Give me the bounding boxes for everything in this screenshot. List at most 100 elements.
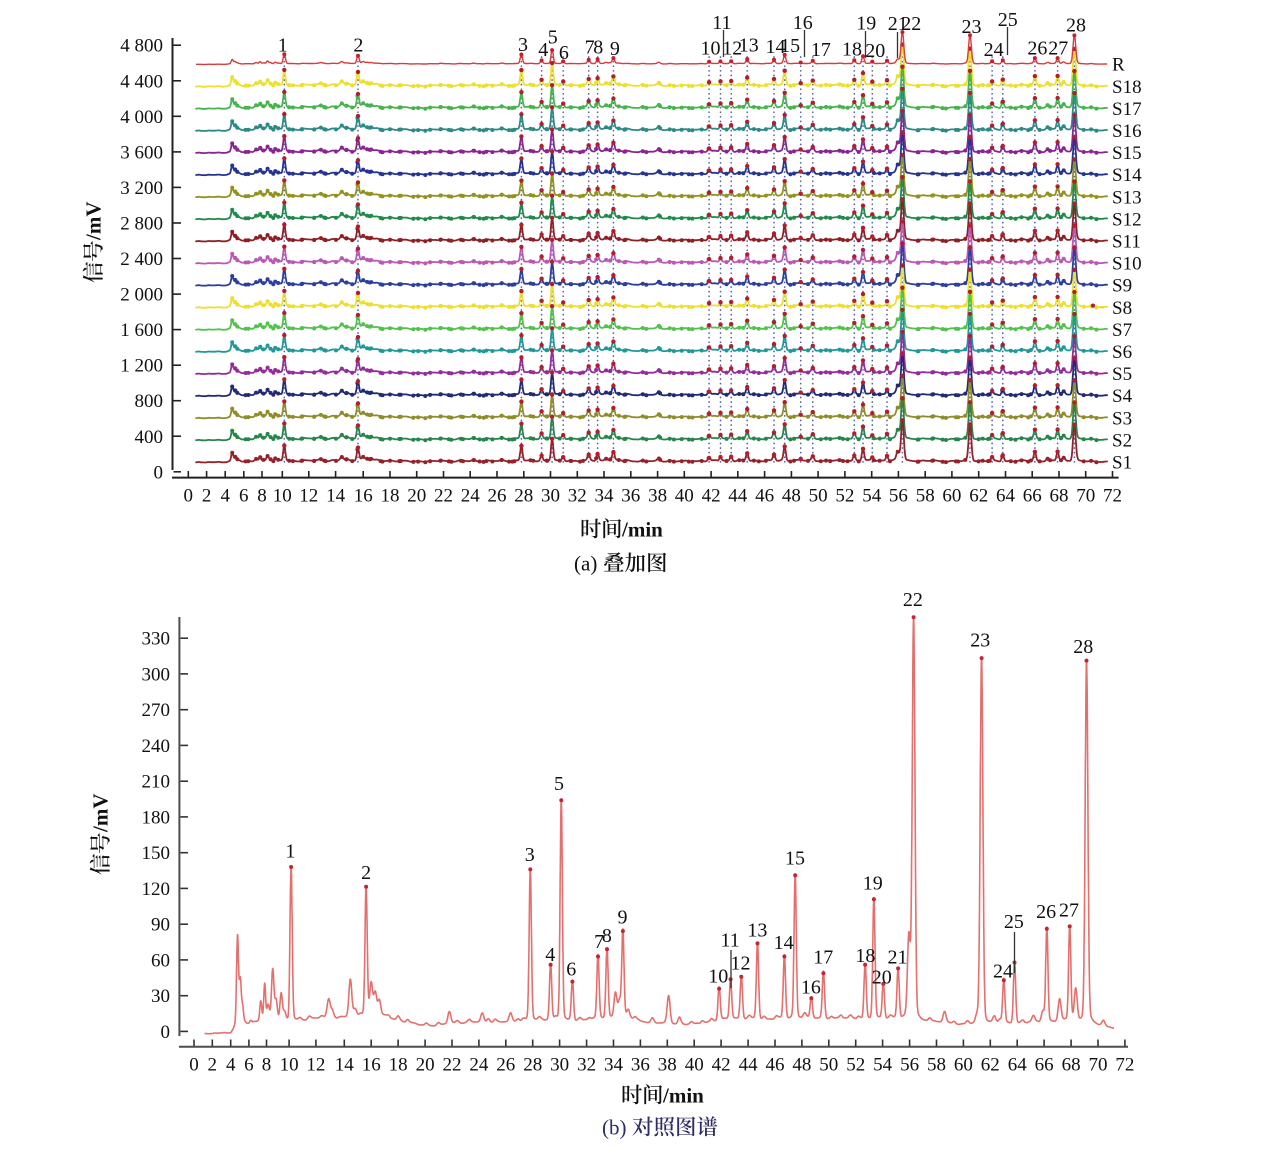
svg-text:38: 38 — [648, 486, 667, 507]
svg-text:58: 58 — [927, 1055, 946, 1076]
svg-text:1 200: 1 200 — [120, 356, 163, 377]
svg-text:68: 68 — [1062, 1055, 1081, 1076]
svg-text:S16: S16 — [1112, 121, 1142, 142]
svg-text:9: 9 — [618, 906, 628, 928]
svg-text:240: 240 — [142, 736, 171, 757]
svg-text:48: 48 — [792, 1055, 811, 1076]
svg-text:60: 60 — [954, 1055, 973, 1076]
svg-text:22: 22 — [903, 589, 923, 611]
svg-text:S2: S2 — [1112, 430, 1132, 451]
svg-text:28: 28 — [1066, 15, 1086, 37]
svg-text:4: 4 — [220, 486, 230, 507]
svg-text:S11: S11 — [1112, 232, 1141, 253]
svg-text:14: 14 — [326, 486, 346, 507]
svg-text:21: 21 — [888, 13, 908, 35]
svg-text:330: 330 — [142, 629, 171, 650]
svg-text:10: 10 — [273, 486, 292, 507]
svg-text:120: 120 — [142, 879, 171, 900]
svg-text:24: 24 — [461, 486, 481, 507]
svg-text:/mV: /mV — [82, 202, 106, 242]
svg-text:60: 60 — [942, 486, 961, 507]
svg-text:3 200: 3 200 — [120, 178, 163, 199]
svg-text:25: 25 — [1004, 911, 1024, 933]
svg-text:5: 5 — [548, 27, 558, 49]
svg-text:3 600: 3 600 — [120, 142, 163, 163]
svg-text:270: 270 — [142, 700, 171, 721]
svg-text:11: 11 — [720, 929, 739, 951]
svg-text:0: 0 — [189, 1055, 199, 1076]
svg-text:30: 30 — [550, 1055, 569, 1076]
svg-text:8: 8 — [257, 486, 267, 507]
svg-text:52: 52 — [846, 1055, 865, 1076]
svg-text:72: 72 — [1115, 1055, 1134, 1076]
svg-text:2 000: 2 000 — [120, 285, 163, 306]
svg-text:56: 56 — [889, 486, 908, 507]
svg-text:13: 13 — [739, 34, 759, 56]
svg-text:64: 64 — [1008, 1055, 1028, 1076]
svg-text:S10: S10 — [1112, 254, 1142, 275]
svg-text:70: 70 — [1076, 486, 1095, 507]
svg-text:19: 19 — [863, 872, 883, 894]
svg-text:S3: S3 — [1112, 408, 1132, 429]
svg-text:2: 2 — [361, 862, 371, 884]
svg-text:16: 16 — [793, 12, 813, 34]
svg-text:22: 22 — [434, 486, 453, 507]
svg-text:60: 60 — [151, 950, 170, 971]
svg-text:19: 19 — [856, 13, 876, 35]
svg-text:4: 4 — [545, 944, 555, 966]
svg-text:17: 17 — [811, 39, 831, 61]
svg-text:0: 0 — [184, 486, 194, 507]
svg-text:26: 26 — [1027, 38, 1047, 60]
svg-text:S17: S17 — [1112, 99, 1142, 120]
svg-text:2 800: 2 800 — [120, 214, 163, 235]
svg-text:4 000: 4 000 — [120, 107, 163, 128]
svg-text:14: 14 — [766, 36, 786, 58]
svg-text:18: 18 — [381, 486, 400, 507]
svg-text:180: 180 — [142, 807, 171, 828]
svg-text:6: 6 — [566, 959, 576, 981]
svg-text:9: 9 — [610, 38, 620, 60]
svg-text:26: 26 — [1036, 901, 1056, 923]
svg-text:28: 28 — [523, 1055, 542, 1076]
svg-text:24: 24 — [469, 1055, 489, 1076]
svg-text:5: 5 — [554, 773, 564, 795]
svg-text:46: 46 — [755, 486, 774, 507]
svg-text:8: 8 — [593, 37, 603, 59]
svg-text:42: 42 — [702, 486, 721, 507]
svg-text:4 800: 4 800 — [120, 36, 163, 57]
svg-text:210: 210 — [142, 772, 171, 793]
svg-text:27: 27 — [1048, 38, 1068, 60]
svg-text:2: 2 — [208, 1055, 218, 1076]
svg-text:6: 6 — [239, 486, 249, 507]
svg-text:36: 36 — [631, 1055, 650, 1076]
svg-text:16: 16 — [362, 1055, 381, 1076]
svg-text:22: 22 — [901, 13, 921, 35]
svg-text:3: 3 — [518, 34, 528, 56]
svg-text:/min: /min — [621, 518, 663, 542]
svg-text:18: 18 — [855, 945, 875, 967]
svg-text:16: 16 — [354, 486, 373, 507]
svg-text:6: 6 — [244, 1055, 254, 1076]
svg-text:20: 20 — [865, 40, 885, 62]
svg-text:34: 34 — [595, 486, 615, 507]
svg-text:8: 8 — [602, 925, 612, 947]
svg-text:12: 12 — [306, 1055, 325, 1076]
svg-text:18: 18 — [389, 1055, 408, 1076]
svg-text:12: 12 — [299, 486, 318, 507]
svg-text:S8: S8 — [1112, 298, 1132, 319]
svg-text:S13: S13 — [1112, 187, 1142, 208]
svg-text:23: 23 — [962, 16, 982, 38]
svg-text:25: 25 — [998, 9, 1018, 31]
svg-text:50: 50 — [819, 1055, 838, 1076]
svg-text:13: 13 — [747, 920, 767, 942]
svg-text:27: 27 — [1059, 900, 1079, 922]
svg-text:54: 54 — [873, 1055, 893, 1076]
svg-text:4: 4 — [538, 39, 548, 61]
svg-text:1: 1 — [278, 35, 288, 57]
svg-text:28: 28 — [1073, 636, 1093, 658]
svg-text:46: 46 — [766, 1055, 785, 1076]
svg-text:72: 72 — [1103, 486, 1122, 507]
svg-text:S15: S15 — [1112, 143, 1142, 164]
svg-text:2: 2 — [202, 486, 212, 507]
svg-text:0: 0 — [161, 1022, 171, 1043]
